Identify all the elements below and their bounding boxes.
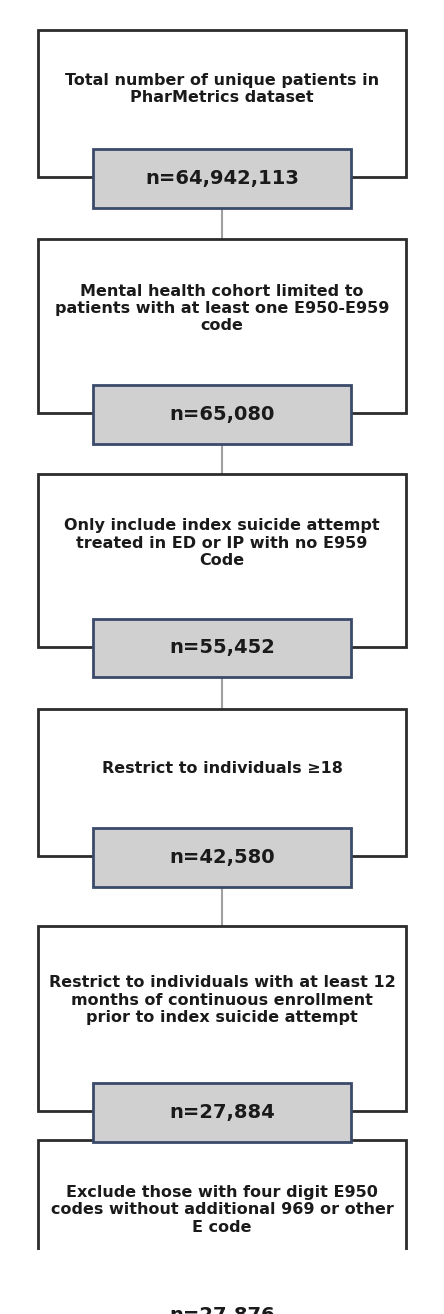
Text: Mental health cohort limited to
patients with at least one E950-E959
code: Mental health cohort limited to patients… xyxy=(55,284,389,334)
FancyBboxPatch shape xyxy=(93,619,351,677)
FancyBboxPatch shape xyxy=(38,474,406,646)
FancyBboxPatch shape xyxy=(93,385,351,444)
Text: n=42,580: n=42,580 xyxy=(169,848,275,867)
FancyBboxPatch shape xyxy=(38,30,406,177)
Text: Exclude those with four digit E950
codes without additional 969 or other
E code: Exclude those with four digit E950 codes… xyxy=(51,1185,393,1235)
Text: n=64,942,113: n=64,942,113 xyxy=(145,170,299,188)
Text: n=55,452: n=55,452 xyxy=(169,639,275,657)
FancyBboxPatch shape xyxy=(93,150,351,208)
FancyBboxPatch shape xyxy=(38,926,406,1112)
FancyBboxPatch shape xyxy=(38,239,406,414)
Text: Only include index suicide attempt
treated in ED or IP with no E959
Code: Only include index suicide attempt treat… xyxy=(64,519,380,568)
Text: Total number of unique patients in
PharMetrics dataset: Total number of unique patients in PharM… xyxy=(65,72,379,105)
FancyBboxPatch shape xyxy=(93,828,351,887)
Text: n=27,884: n=27,884 xyxy=(169,1102,275,1122)
FancyBboxPatch shape xyxy=(38,1139,406,1314)
FancyBboxPatch shape xyxy=(38,710,406,857)
Text: n=27,876: n=27,876 xyxy=(169,1306,275,1314)
Text: Restrict to individuals ≥18: Restrict to individuals ≥18 xyxy=(102,761,342,775)
Text: Restrict to individuals with at least 12
months of continuous enrollment
prior t: Restrict to individuals with at least 12… xyxy=(49,975,395,1025)
FancyBboxPatch shape xyxy=(93,1286,351,1314)
Text: n=65,080: n=65,080 xyxy=(169,405,275,424)
FancyBboxPatch shape xyxy=(93,1083,351,1142)
